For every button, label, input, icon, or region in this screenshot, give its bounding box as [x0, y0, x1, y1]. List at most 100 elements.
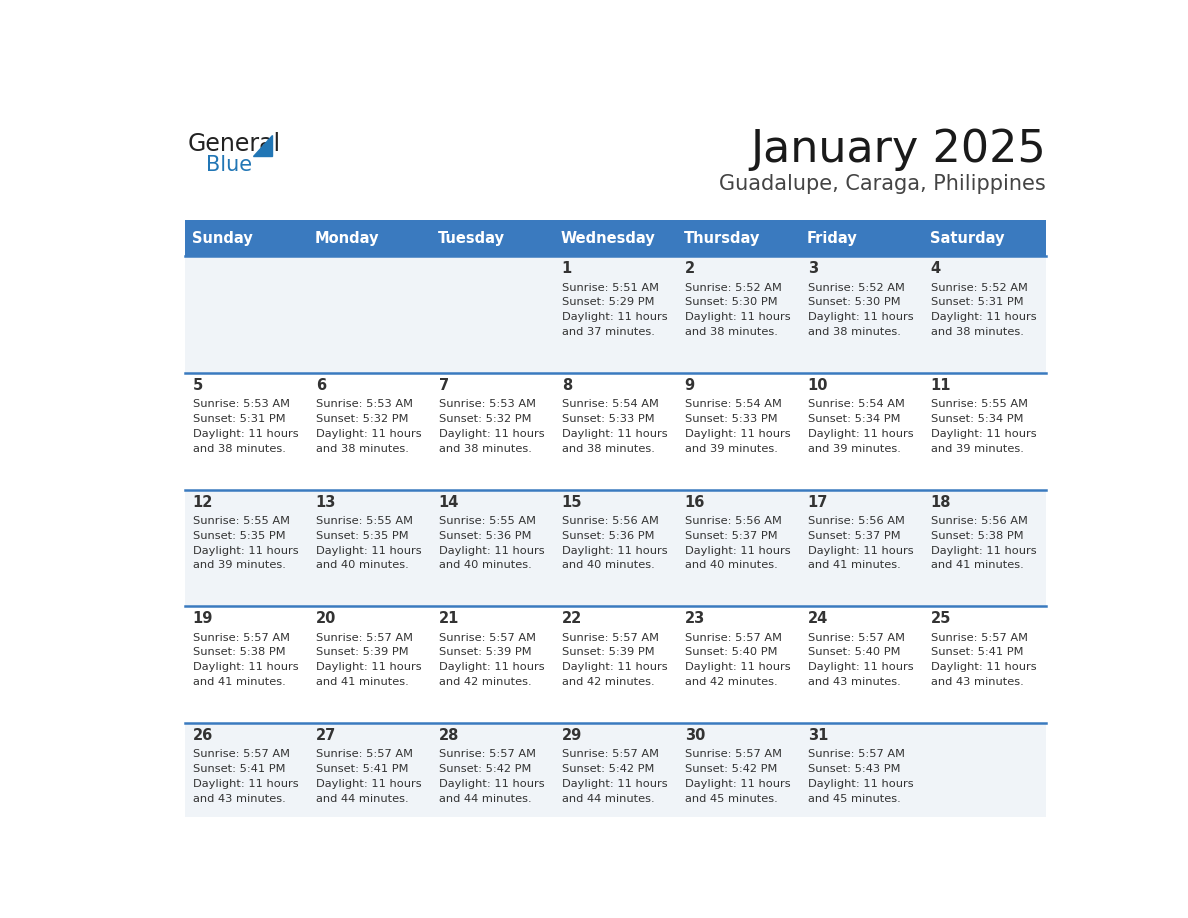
Text: and 40 minutes.: and 40 minutes.: [316, 560, 409, 570]
Bar: [185, 723, 1047, 840]
Text: Daylight: 11 hours: Daylight: 11 hours: [192, 429, 298, 439]
Text: 14: 14: [438, 495, 459, 509]
Text: Sunset: 5:32 PM: Sunset: 5:32 PM: [316, 414, 409, 424]
Text: Sunrise: 5:57 AM: Sunrise: 5:57 AM: [684, 749, 782, 759]
Text: and 40 minutes.: and 40 minutes.: [562, 560, 655, 570]
Text: 9: 9: [684, 378, 695, 393]
Text: Sunset: 5:35 PM: Sunset: 5:35 PM: [192, 531, 285, 541]
Text: Sunset: 5:40 PM: Sunset: 5:40 PM: [808, 647, 901, 657]
Text: Sunrise: 5:57 AM: Sunrise: 5:57 AM: [192, 633, 290, 643]
Text: 5: 5: [192, 378, 203, 393]
Text: 11: 11: [930, 378, 952, 393]
Text: and 41 minutes.: and 41 minutes.: [808, 560, 901, 570]
Text: Sunrise: 5:55 AM: Sunrise: 5:55 AM: [192, 516, 290, 526]
Text: and 38 minutes.: and 38 minutes.: [808, 327, 901, 337]
Text: and 41 minutes.: and 41 minutes.: [316, 677, 409, 687]
Text: Sunset: 5:37 PM: Sunset: 5:37 PM: [808, 531, 901, 541]
Text: Sunrise: 5:57 AM: Sunrise: 5:57 AM: [562, 633, 658, 643]
Text: 7: 7: [438, 378, 449, 393]
Text: Sunrise: 5:54 AM: Sunrise: 5:54 AM: [562, 399, 658, 409]
Text: Sunset: 5:42 PM: Sunset: 5:42 PM: [562, 764, 655, 774]
Text: 24: 24: [808, 611, 828, 626]
Text: and 42 minutes.: and 42 minutes.: [684, 677, 777, 687]
Text: Blue: Blue: [206, 155, 252, 175]
Text: Sunset: 5:38 PM: Sunset: 5:38 PM: [930, 531, 1023, 541]
Text: Daylight: 11 hours: Daylight: 11 hours: [438, 429, 544, 439]
Bar: [185, 219, 309, 256]
Text: Sunset: 5:41 PM: Sunset: 5:41 PM: [316, 764, 409, 774]
Text: Sunset: 5:35 PM: Sunset: 5:35 PM: [316, 531, 409, 541]
Text: Daylight: 11 hours: Daylight: 11 hours: [930, 429, 1036, 439]
Bar: [185, 489, 1047, 607]
Text: Sunrise: 5:52 AM: Sunrise: 5:52 AM: [684, 283, 782, 293]
Text: Sunset: 5:41 PM: Sunset: 5:41 PM: [930, 647, 1023, 657]
Text: Daylight: 11 hours: Daylight: 11 hours: [192, 545, 298, 555]
Text: 27: 27: [316, 728, 336, 743]
Text: Sunrise: 5:57 AM: Sunrise: 5:57 AM: [438, 633, 536, 643]
Text: and 44 minutes.: and 44 minutes.: [562, 794, 655, 803]
Text: Daylight: 11 hours: Daylight: 11 hours: [192, 662, 298, 672]
Text: Sunset: 5:32 PM: Sunset: 5:32 PM: [438, 414, 531, 424]
Bar: [185, 256, 1047, 373]
Text: and 42 minutes.: and 42 minutes.: [438, 677, 531, 687]
Text: 17: 17: [808, 495, 828, 509]
Text: Daylight: 11 hours: Daylight: 11 hours: [192, 778, 298, 789]
Text: and 44 minutes.: and 44 minutes.: [438, 794, 531, 803]
Text: Sunset: 5:33 PM: Sunset: 5:33 PM: [684, 414, 777, 424]
Text: and 38 minutes.: and 38 minutes.: [438, 443, 531, 453]
Text: and 43 minutes.: and 43 minutes.: [930, 677, 1023, 687]
Text: Daylight: 11 hours: Daylight: 11 hours: [930, 312, 1036, 322]
Text: Sunrise: 5:52 AM: Sunrise: 5:52 AM: [808, 283, 904, 293]
Text: Sunset: 5:39 PM: Sunset: 5:39 PM: [438, 647, 531, 657]
Text: Sunrise: 5:53 AM: Sunrise: 5:53 AM: [192, 399, 290, 409]
Polygon shape: [253, 135, 272, 156]
Text: Daylight: 11 hours: Daylight: 11 hours: [808, 312, 914, 322]
Text: Daylight: 11 hours: Daylight: 11 hours: [684, 662, 790, 672]
Text: Guadalupe, Caraga, Philippines: Guadalupe, Caraga, Philippines: [720, 174, 1047, 195]
Text: 20: 20: [316, 611, 336, 626]
Text: Sunset: 5:31 PM: Sunset: 5:31 PM: [930, 297, 1023, 308]
Text: 25: 25: [930, 611, 950, 626]
Text: Daylight: 11 hours: Daylight: 11 hours: [316, 662, 422, 672]
Text: Sunrise: 5:56 AM: Sunrise: 5:56 AM: [808, 516, 904, 526]
Text: Sunset: 5:40 PM: Sunset: 5:40 PM: [684, 647, 777, 657]
Text: and 45 minutes.: and 45 minutes.: [684, 794, 777, 803]
Text: Sunset: 5:37 PM: Sunset: 5:37 PM: [684, 531, 777, 541]
Text: Sunrise: 5:55 AM: Sunrise: 5:55 AM: [316, 516, 412, 526]
Text: 6: 6: [316, 378, 326, 393]
Bar: [309, 219, 431, 256]
Text: and 38 minutes.: and 38 minutes.: [192, 443, 285, 453]
Text: Sunset: 5:31 PM: Sunset: 5:31 PM: [192, 414, 285, 424]
Text: Daylight: 11 hours: Daylight: 11 hours: [562, 778, 668, 789]
Text: Sunrise: 5:57 AM: Sunrise: 5:57 AM: [316, 633, 412, 643]
Text: Sunset: 5:29 PM: Sunset: 5:29 PM: [562, 297, 655, 308]
Text: and 43 minutes.: and 43 minutes.: [192, 794, 285, 803]
Text: January 2025: January 2025: [751, 128, 1047, 171]
Text: Monday: Monday: [315, 230, 379, 246]
Text: Sunset: 5:42 PM: Sunset: 5:42 PM: [438, 764, 531, 774]
Text: Friday: Friday: [807, 230, 858, 246]
Text: Daylight: 11 hours: Daylight: 11 hours: [438, 778, 544, 789]
Text: Sunset: 5:30 PM: Sunset: 5:30 PM: [808, 297, 901, 308]
Text: Sunset: 5:41 PM: Sunset: 5:41 PM: [192, 764, 285, 774]
Text: 2: 2: [684, 262, 695, 276]
Text: Daylight: 11 hours: Daylight: 11 hours: [930, 662, 1036, 672]
Text: 1: 1: [562, 262, 571, 276]
Text: Sunrise: 5:54 AM: Sunrise: 5:54 AM: [684, 399, 782, 409]
Text: 13: 13: [316, 495, 336, 509]
Bar: [801, 219, 923, 256]
Text: 22: 22: [562, 611, 582, 626]
Text: and 39 minutes.: and 39 minutes.: [192, 560, 285, 570]
Bar: [555, 219, 677, 256]
Text: Daylight: 11 hours: Daylight: 11 hours: [808, 429, 914, 439]
Text: Sunrise: 5:57 AM: Sunrise: 5:57 AM: [438, 749, 536, 759]
Text: Saturday: Saturday: [930, 230, 1004, 246]
Text: Sunrise: 5:56 AM: Sunrise: 5:56 AM: [930, 516, 1028, 526]
Text: and 39 minutes.: and 39 minutes.: [684, 443, 777, 453]
Text: Daylight: 11 hours: Daylight: 11 hours: [562, 662, 668, 672]
Text: Daylight: 11 hours: Daylight: 11 hours: [684, 429, 790, 439]
Text: Sunset: 5:36 PM: Sunset: 5:36 PM: [562, 531, 655, 541]
Text: Wednesday: Wednesday: [561, 230, 656, 246]
Text: Sunset: 5:33 PM: Sunset: 5:33 PM: [562, 414, 655, 424]
Text: Sunrise: 5:56 AM: Sunrise: 5:56 AM: [562, 516, 658, 526]
